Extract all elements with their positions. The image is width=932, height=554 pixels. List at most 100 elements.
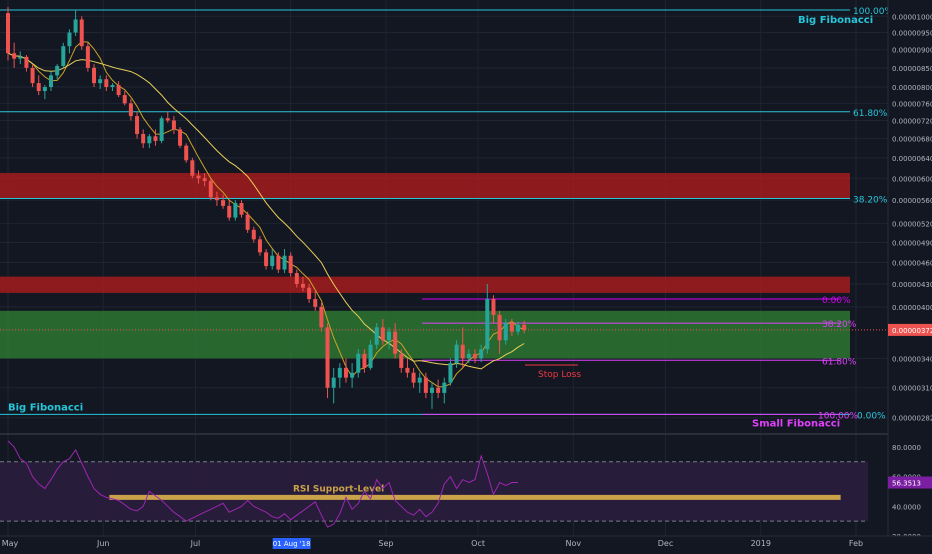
rsi-tick-label: 80.0000 [892, 444, 921, 452]
candle-body [405, 367, 410, 373]
candle-body [92, 67, 97, 84]
candle [55, 64, 60, 80]
candle-body [79, 19, 84, 47]
candle-body [18, 56, 23, 59]
time-tick-label: Oct [471, 539, 485, 548]
candle [423, 372, 428, 399]
candle-body [430, 387, 434, 393]
rsi-tick-label: 40.0000 [892, 503, 921, 511]
stop-loss-label: Stop Loss [538, 370, 581, 380]
time-tick-label: Dec [658, 539, 673, 548]
small-fib-end-label: 0.00% [857, 411, 886, 421]
candle [245, 211, 250, 233]
candle [67, 29, 72, 54]
time-tick-label: Nov [566, 539, 582, 548]
candle-body [128, 103, 133, 117]
candle [122, 91, 127, 106]
candle [214, 191, 219, 206]
candle-body [454, 344, 459, 364]
candle-body [141, 133, 146, 144]
candle-body [436, 387, 441, 393]
candle-body [184, 145, 189, 161]
candle [190, 157, 195, 179]
candle [473, 349, 478, 364]
candle [362, 349, 367, 373]
candle-body [122, 95, 127, 104]
candle-body [110, 85, 115, 88]
candle [79, 16, 84, 50]
candle-body [343, 367, 348, 378]
price-axis-background [888, 0, 932, 550]
candle-body [319, 306, 324, 328]
candle-body [522, 324, 527, 330]
time-tick-label: 2019 [751, 539, 771, 548]
candle-body [12, 53, 17, 59]
candle-body [270, 255, 275, 267]
candle [165, 111, 170, 123]
candle-body [473, 353, 478, 359]
price-tick-label: 0.00000400 [892, 304, 932, 312]
candle [430, 382, 434, 409]
candle [6, 6, 10, 61]
candle-body [73, 19, 78, 33]
price-tick-label: 0.00000900 [892, 47, 932, 55]
candle-body [171, 120, 176, 130]
candle [337, 363, 342, 388]
candle [202, 173, 207, 187]
small-fib-level-label: 100.00% [818, 411, 858, 421]
rsi-pane: RSI Support-Level [0, 433, 932, 528]
price-tick-label: 0.00000680 [892, 136, 932, 144]
resistance-zone [0, 173, 850, 199]
price-tick-label: 0.00000460 [892, 260, 932, 268]
rsi-band [0, 461, 868, 522]
candle-body [61, 46, 66, 66]
price-tick-label: 0.00000430 [892, 281, 932, 289]
candle-body [49, 75, 54, 88]
candle [233, 200, 238, 221]
price-tick-label: 0.00000340 [892, 355, 932, 363]
price-tick-label: 0.00000850 [892, 65, 932, 73]
candle-body [288, 255, 293, 274]
candle [491, 295, 496, 324]
price-tick-label: 0.00000310 [892, 385, 932, 393]
candle [448, 358, 453, 386]
price-tick-label: 0.00000720 [892, 117, 932, 125]
small-fib-title: Small Fibonacci [752, 418, 840, 429]
price-tick-label: 0.00000640 [892, 155, 932, 163]
candle [42, 85, 47, 100]
candle-body [159, 118, 164, 141]
candle-body [313, 299, 318, 307]
candle [135, 111, 140, 139]
candle [503, 319, 508, 345]
candle [270, 249, 275, 270]
candle-body [135, 116, 140, 134]
candle [257, 236, 262, 256]
time-tick-label: Jul [190, 539, 201, 548]
candle [368, 340, 373, 370]
time-cursor-tag [272, 538, 311, 549]
candle-body [98, 79, 103, 84]
candle-body [30, 67, 35, 84]
candle [30, 64, 35, 88]
candle-body [442, 382, 447, 393]
candle [509, 319, 514, 336]
candle [442, 377, 447, 404]
candle-body [479, 349, 484, 359]
candle [479, 344, 484, 363]
candle-body [294, 273, 299, 284]
candle-body [368, 344, 373, 368]
candle-body [264, 252, 269, 267]
candle-body [350, 372, 355, 378]
candle-body [36, 83, 41, 92]
time-tick-label: May [2, 539, 19, 548]
candle-body [245, 214, 250, 230]
candle [356, 349, 361, 378]
support-zone [0, 310, 850, 359]
candle-body [337, 367, 342, 378]
candle-body [202, 178, 207, 181]
candle [49, 71, 54, 92]
